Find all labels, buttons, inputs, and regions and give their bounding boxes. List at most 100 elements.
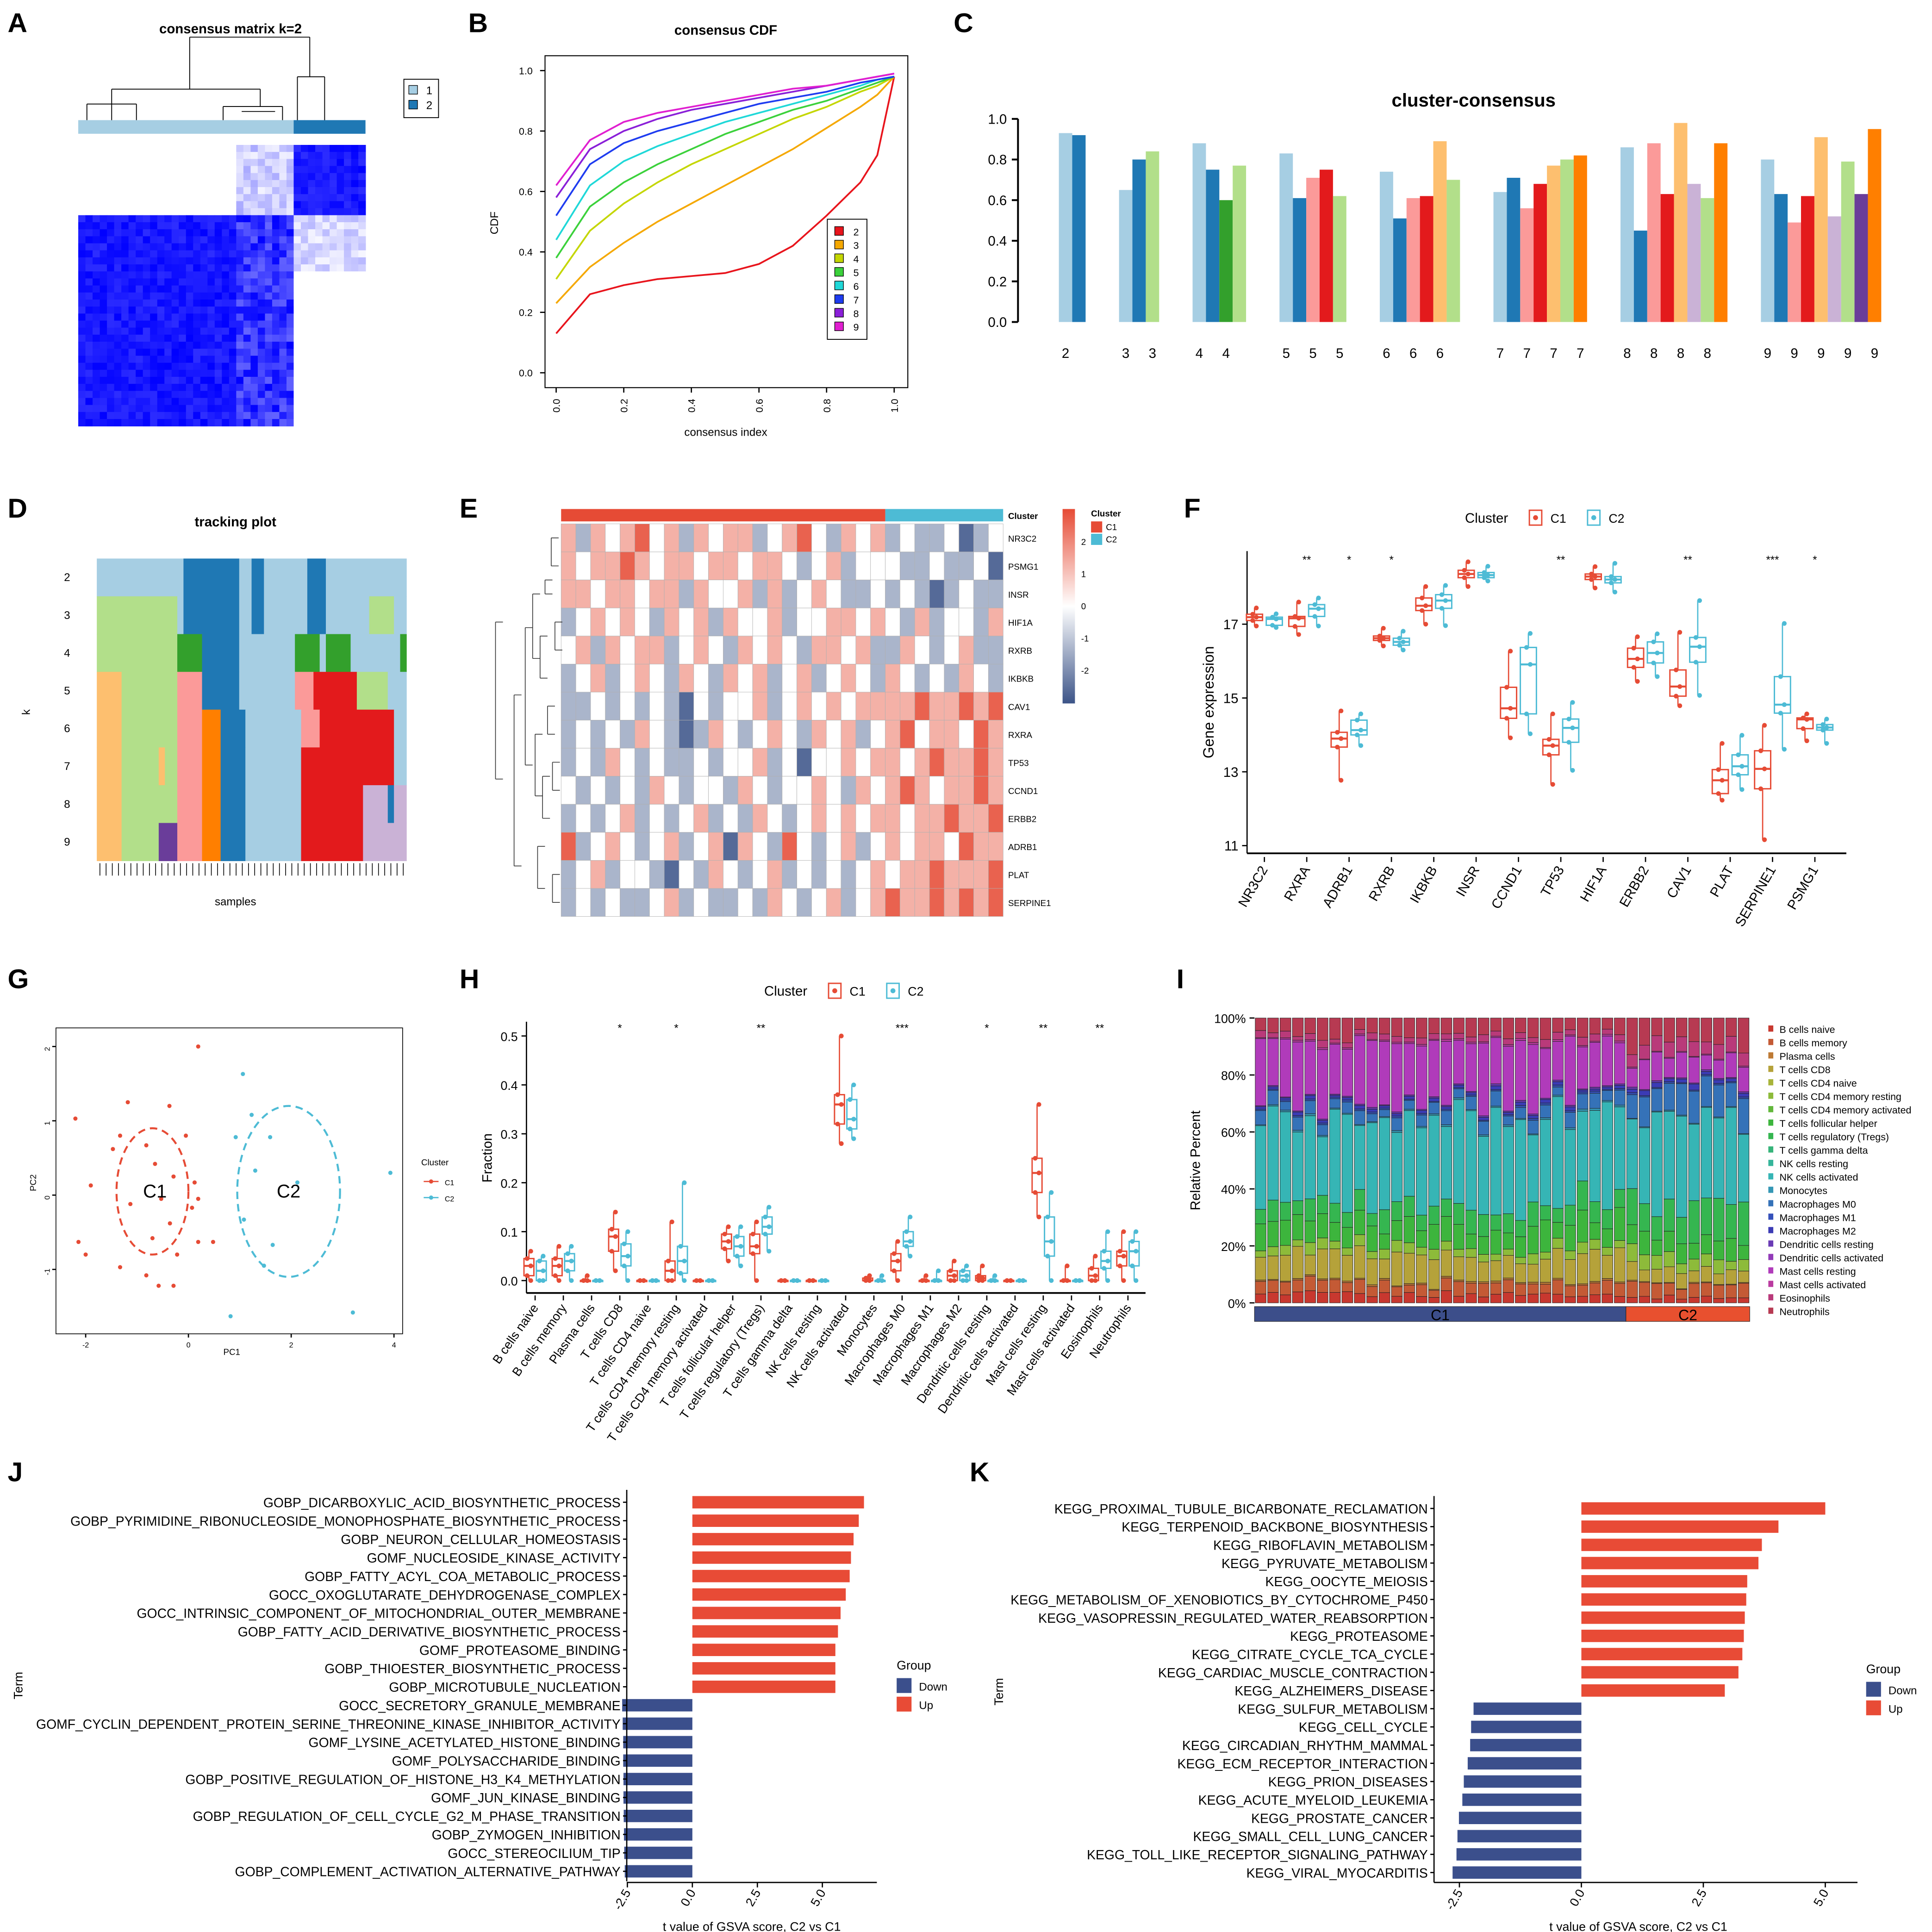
consensus-cell (358, 285, 366, 293)
point-C2 (936, 1268, 941, 1273)
stack-segment-C1 (1341, 1043, 1353, 1048)
consensus-cell (128, 398, 136, 406)
point-C1 (1008, 1278, 1013, 1283)
consensus-cell (114, 166, 122, 174)
legend-key-dot (890, 988, 896, 994)
stack-segment-C1 (1614, 1105, 1626, 1107)
tracking-segment-k3 (239, 596, 252, 635)
consensus-cell (229, 419, 237, 427)
point-C1 (867, 1273, 872, 1278)
stack-segment-C1 (1428, 1206, 1440, 1225)
consensus-cell (315, 349, 323, 356)
point-C1 (895, 1278, 900, 1283)
point-C2 (1439, 592, 1445, 597)
consensus-cell (114, 264, 122, 272)
consensus-cell (214, 250, 223, 258)
consensus-cell (315, 215, 323, 223)
term-label: GOBP_COMPLEMENT_ACTIVATION_ALTERNATIVE_P… (235, 1865, 621, 1880)
consensus-cell (308, 412, 316, 419)
consensus-cell (243, 334, 251, 342)
bar-k4-cluster3 (1219, 200, 1233, 322)
consensus-cell (330, 250, 337, 258)
consensus-cell (279, 349, 287, 356)
consensus-cell (100, 278, 107, 286)
stack-segment-C1 (1279, 1255, 1291, 1282)
heatmap-cell (929, 607, 945, 637)
point-C2 (1527, 662, 1533, 667)
heatmap-cell (693, 524, 709, 552)
consensus-cell (186, 243, 194, 251)
tracking-segment-k6 (319, 709, 394, 748)
term-label: KEGG_ACUTE_MYELOID_LEUKEMIA (1198, 1793, 1428, 1808)
consensus-cell (179, 236, 187, 244)
consensus-cell (107, 152, 115, 160)
heatmap-cell (841, 748, 856, 777)
stack-segment-C1 (1477, 1134, 1490, 1137)
consensus-cell (272, 405, 280, 413)
consensus-cell (128, 349, 136, 356)
consensus-cell (300, 376, 309, 384)
panel-letter-d: D (8, 494, 28, 524)
heatmap-cell (914, 832, 930, 861)
consensus-cell (236, 342, 244, 350)
consensus-cell (136, 306, 143, 314)
heatmap-cell (635, 636, 650, 664)
consensus-cell (358, 257, 366, 265)
consensus-cell (136, 243, 143, 251)
heatmap-cell (870, 888, 885, 917)
consensus-cell (351, 278, 359, 286)
significance-label: * (674, 1022, 678, 1034)
consensus-cell (78, 356, 86, 363)
panel-letter-a: A (8, 8, 28, 38)
consensus-cell (107, 398, 115, 406)
consensus-cell (293, 398, 301, 406)
heatmap-cell (973, 748, 989, 777)
y-tick-label: 0.8 (519, 126, 533, 137)
consensus-cell (100, 398, 107, 406)
consensus-cell (315, 264, 323, 272)
term-label: KEGG_TERPENOID_BACKBONE_BIOSYNTHESIS (1122, 1520, 1428, 1535)
consensus-cell (136, 384, 143, 392)
consensus-cell (229, 376, 237, 384)
term-label: GOMF_JUN_KINASE_BINDING (431, 1791, 621, 1806)
consensus-cell (286, 166, 294, 174)
point-C2 (678, 1271, 683, 1276)
consensus-cell (78, 243, 86, 251)
bar-up (692, 1514, 859, 1527)
stack-segment-C1 (1378, 1041, 1390, 1105)
consensus-cell (200, 264, 208, 272)
bar-down (623, 1736, 692, 1749)
bar-down (1452, 1866, 1582, 1879)
stack-segment-C1 (1416, 1114, 1427, 1127)
bar-down (623, 1809, 692, 1822)
stack-segment-C1 (1378, 1018, 1390, 1034)
consensus-cell (265, 250, 273, 258)
consensus-cell (250, 278, 258, 286)
consensus-cell (344, 356, 352, 363)
tracking-segment-k3 (251, 596, 265, 635)
stack-segment-C1 (1614, 1043, 1626, 1084)
consensus-cell (179, 271, 187, 279)
heatmap-cell (679, 748, 694, 777)
stack-segment-C1 (1292, 1246, 1304, 1279)
consensus-cell (279, 327, 287, 335)
legend-label-k8: 8 (854, 308, 859, 319)
stack-segment-C1 (1577, 1037, 1589, 1046)
consensus-cell (330, 412, 337, 419)
consensus-cell (351, 405, 359, 413)
consensus-cell (143, 222, 150, 230)
bar-label-k2: 2 (1062, 346, 1069, 361)
stack-segment-C2 (1626, 1054, 1638, 1068)
point-C1 (1423, 622, 1428, 627)
heatmap-cell (959, 524, 974, 552)
consensus-cell (351, 152, 359, 160)
point-C1 (835, 1092, 840, 1097)
heatmap-cell (855, 636, 871, 664)
stack-segment-C1 (1527, 1118, 1539, 1121)
heatmap-cell (693, 720, 709, 749)
consensus-cell (207, 187, 215, 195)
stack-segment-C2 (1738, 1098, 1750, 1134)
legend-swatch-Up (897, 1696, 912, 1712)
bar-label-k3: 3 (1122, 346, 1129, 361)
point-C2 (622, 1241, 627, 1246)
